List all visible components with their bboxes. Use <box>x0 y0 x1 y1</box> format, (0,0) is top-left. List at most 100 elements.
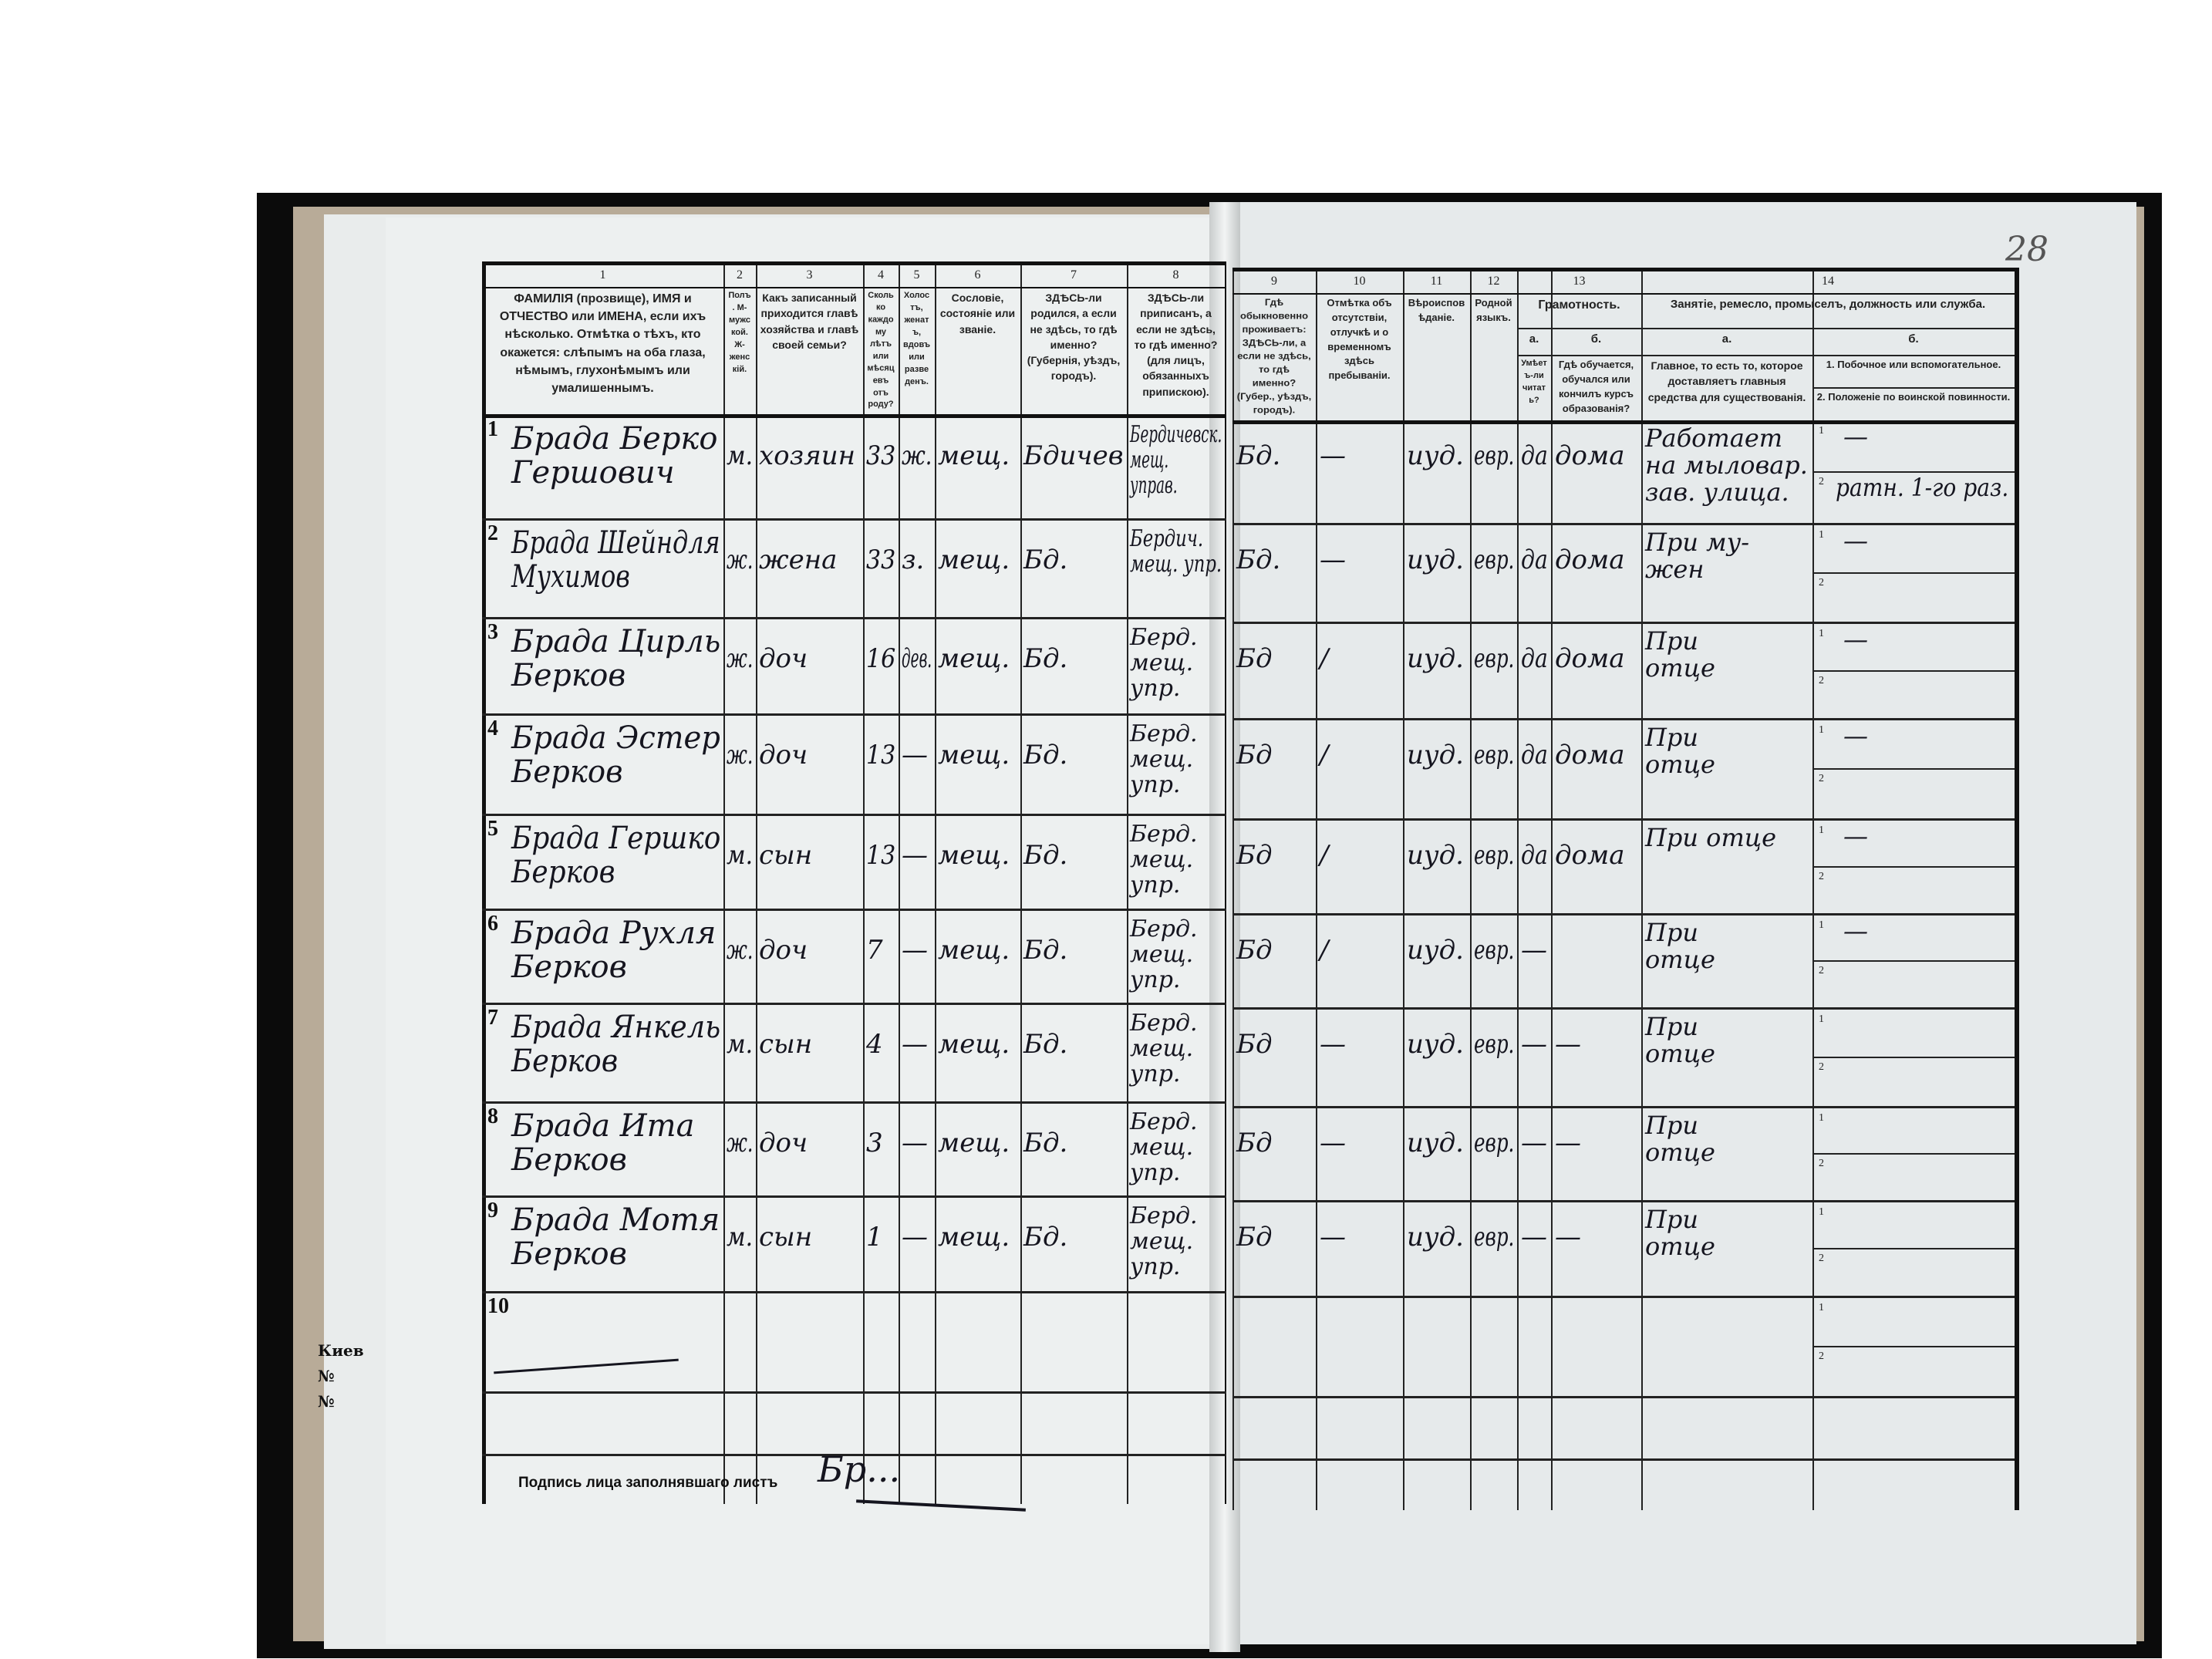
column-header: ФАМИЛІЯ (прозвище), ИМЯ и ОТЧЕСТВО или И… <box>499 292 706 395</box>
cell-religion: иуд. <box>1407 643 1464 674</box>
cell-registered: Берд. мещ. упр. <box>1130 720 1198 798</box>
header-rule <box>1812 387 2015 389</box>
subrow-divider <box>1812 471 2015 473</box>
cell-school <box>1555 936 1638 1003</box>
row-number: 8 <box>487 1104 498 1128</box>
row-divider <box>482 1003 1226 1005</box>
cell-residence: Бд <box>1236 1029 1273 1060</box>
column-divider <box>935 261 936 1504</box>
column-header: Холостъ, женатъ, вдовъ или разведенъ. <box>903 291 930 386</box>
column-divider <box>1225 261 1226 1504</box>
column-divider <box>1127 261 1128 1504</box>
column-header: а. <box>1529 332 1539 346</box>
cell-occupation <box>1645 1302 1809 1391</box>
cell-name: Брада Ита Берков <box>511 1108 695 1178</box>
cell-estate: мещ. <box>938 440 1010 471</box>
column-number: 14 <box>1822 275 1834 288</box>
signature: Бр... <box>818 1448 901 1490</box>
cell-registered: Берд. мещ. упр. <box>1130 1108 1198 1186</box>
cell-side-occupation: — <box>1843 422 1868 451</box>
cell-estate <box>938 1319 1017 1387</box>
cell-absence: / <box>1320 935 1329 966</box>
cell-side-occupation <box>1843 1300 2008 1344</box>
row-number: 5 <box>487 817 498 841</box>
column-header: Главное, то есть то, которое доставляетъ… <box>1647 359 1806 403</box>
cell-side-occupation: — <box>1843 625 1868 654</box>
cell-marital: — <box>902 1029 928 1060</box>
cell-sex: ж. <box>727 935 754 966</box>
column-divider <box>1551 268 1553 1510</box>
cell-estate: мещ. <box>938 1128 1010 1158</box>
column-divider <box>1316 268 1317 1510</box>
cell-sex: ж. <box>727 643 754 674</box>
subrow-label: 1 <box>1819 824 1824 836</box>
page-number-note: 28 <box>2005 230 2048 269</box>
cell-age: 7 <box>866 935 883 966</box>
column-divider <box>1517 268 1519 1510</box>
cell-relation: доч <box>759 643 808 674</box>
cell-marital: — <box>902 1222 928 1253</box>
subrow-divider <box>1812 670 2015 672</box>
cell-sex: ж. <box>727 740 754 770</box>
subrow-label: 1 <box>1819 919 1824 931</box>
row-number: 4 <box>487 717 498 740</box>
column-header: Родной языкъ. <box>1475 297 1512 323</box>
column-header: Какъ записанный приходится главѣ хозяйст… <box>760 292 859 351</box>
subrow-divider <box>1812 960 2015 962</box>
row-divider <box>482 1454 1226 1456</box>
cell-school: дома <box>1555 840 1625 871</box>
cell-school: дома <box>1555 440 1625 471</box>
table-rule <box>482 261 1226 265</box>
cell-literate: — <box>1521 1222 1547 1253</box>
subrow-label: 2 <box>1819 476 1824 487</box>
cell-absence: — <box>1320 1029 1346 1060</box>
cell-relation: жена <box>759 545 838 575</box>
column-divider <box>482 261 486 1504</box>
row-number: 9 <box>487 1199 498 1222</box>
cell-absence <box>1320 1319 1400 1391</box>
cell-military <box>1836 1156 2008 1197</box>
cell-occupation: При му- жен <box>1645 528 1750 585</box>
cell-estate: мещ. <box>938 1029 1010 1060</box>
cell-residence: Бд <box>1236 840 1273 871</box>
cell-religion: иуд. <box>1407 545 1464 575</box>
subrow-label: 1 <box>1819 1206 1824 1218</box>
row-divider <box>1232 718 2015 720</box>
column-number: 3 <box>806 268 813 282</box>
cell-name: Брада Шейндля Мухимов <box>511 525 720 595</box>
cell-marital: ж. <box>902 440 932 471</box>
column-divider <box>2015 268 2019 1510</box>
right-page <box>1230 202 2136 1644</box>
row-number: 10 <box>487 1294 509 1318</box>
column-divider <box>1403 268 1404 1510</box>
column-divider <box>723 261 725 1504</box>
subrow-label: 1 <box>1819 1112 1824 1124</box>
cell-marital: — <box>902 740 928 770</box>
cell-side-occupation <box>1843 1205 2008 1246</box>
cell-birthplace: Бд. <box>1023 545 1068 575</box>
cell-religion: иуд. <box>1407 1128 1464 1158</box>
cell-estate: мещ. <box>938 935 1010 966</box>
cell-birthplace: Бд. <box>1023 740 1068 770</box>
cell-occupation: Работает на мыловар. зав. улица. <box>1645 423 1808 507</box>
cell-school: дома <box>1555 643 1625 674</box>
column-header: Занятіе, ремесло, промыселъ, должность и… <box>1670 298 1986 311</box>
cell-school: дома <box>1555 740 1625 770</box>
row-divider <box>482 617 1226 619</box>
cell-name: Брада Янкель Берков <box>511 1010 721 1079</box>
cell-age: 16 <box>866 643 896 674</box>
column-header: 1. Побочное или вспомогательное. <box>1826 359 2001 370</box>
cell-school: — <box>1555 1029 1581 1060</box>
cell-age: 33 <box>866 440 896 471</box>
cell-religion: иуд. <box>1407 1029 1464 1060</box>
column-number: 8 <box>1172 268 1179 282</box>
cell-side-occupation <box>1843 1111 2008 1152</box>
cell-sex: м. <box>727 440 754 471</box>
cell-relation: доч <box>759 935 808 966</box>
cell-sex <box>727 1319 753 1387</box>
cell-military: ратн. 1-го раз. <box>1836 473 2009 502</box>
cell-name: Брада Мотя Берков <box>511 1202 720 1272</box>
subrow-divider <box>1812 572 2015 574</box>
cell-language: евр. <box>1474 1222 1515 1253</box>
table-rule <box>482 287 1226 288</box>
